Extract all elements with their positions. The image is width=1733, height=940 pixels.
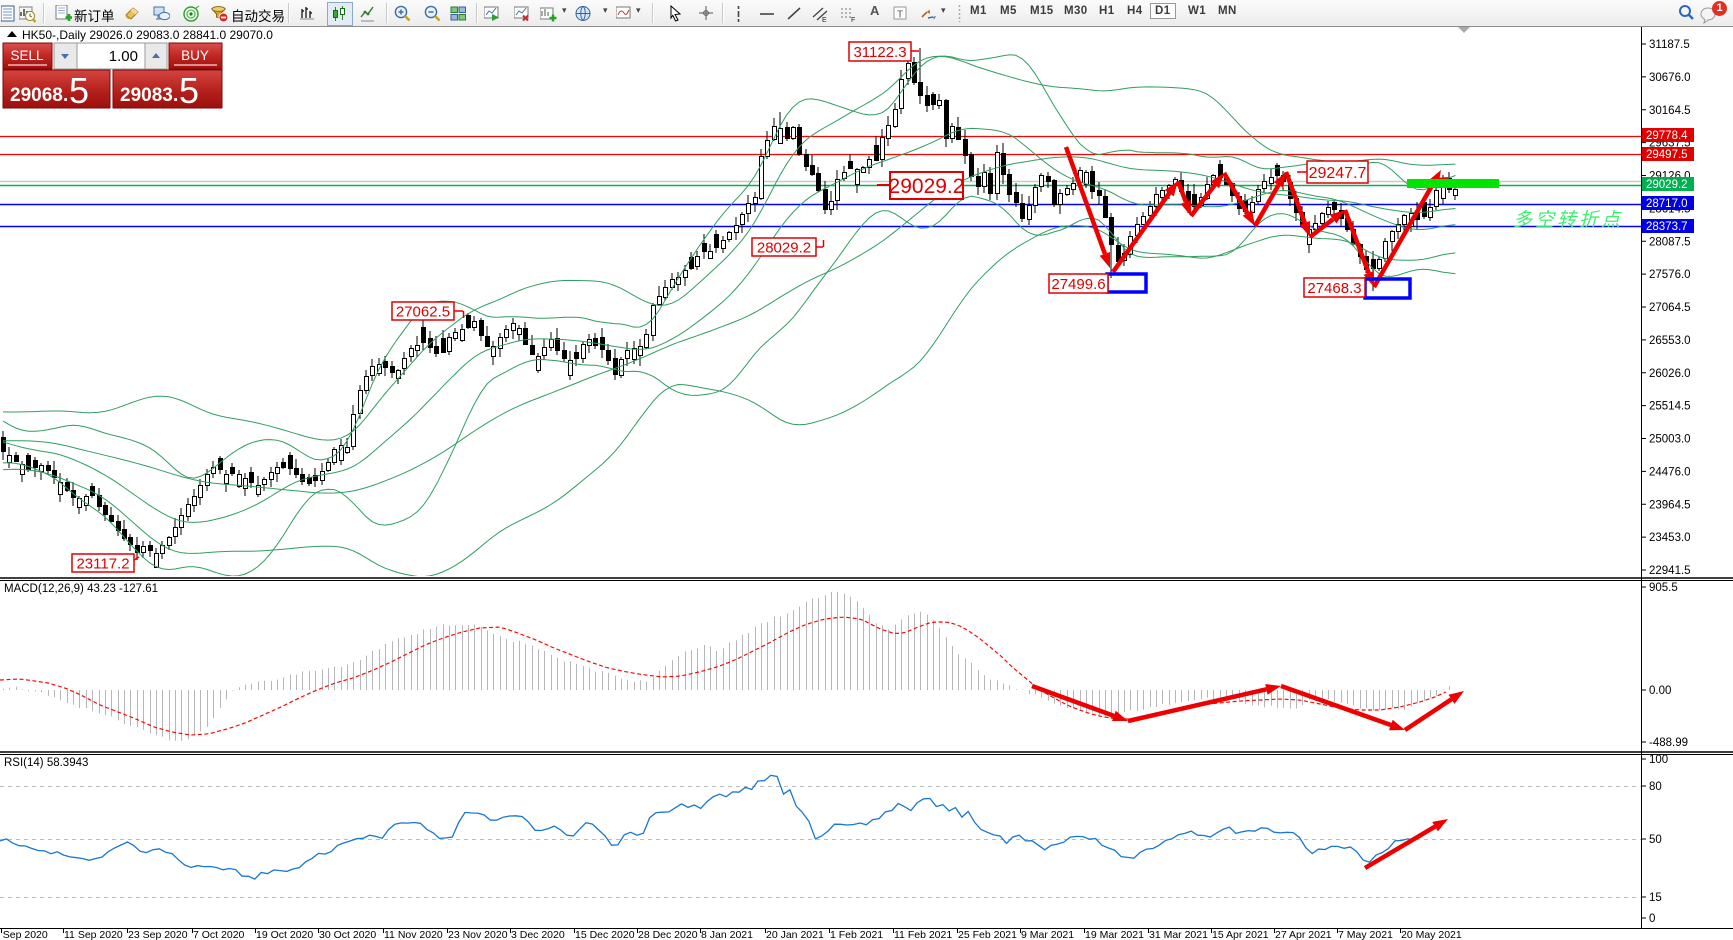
svg-text:25 Feb 2021: 25 Feb 2021 [958, 929, 1017, 940]
svg-text:28717.0: 28717.0 [1646, 198, 1688, 210]
svg-text:15: 15 [1649, 892, 1662, 904]
svg-text:23117.2: 23117.2 [76, 555, 129, 572]
svg-text:29068: 29068 [10, 85, 63, 106]
svg-text:23453.0: 23453.0 [1649, 532, 1691, 544]
svg-text:27576.0: 27576.0 [1649, 269, 1691, 281]
svg-text:RSI(14) 58.3943: RSI(14) 58.3943 [4, 757, 88, 769]
svg-text:27062.5: 27062.5 [396, 303, 450, 320]
svg-text:29083: 29083 [120, 85, 173, 106]
svg-text:30 Oct 2020: 30 Oct 2020 [319, 929, 376, 940]
svg-text:7 May 2021: 7 May 2021 [1338, 929, 1393, 940]
svg-text:F: F [851, 17, 855, 23]
svg-text:27 Apr 2021: 27 Apr 2021 [1275, 929, 1332, 940]
svg-text:23 Sep 2020: 23 Sep 2020 [128, 929, 188, 940]
svg-text:9 Mar 2021: 9 Mar 2021 [1021, 929, 1074, 940]
svg-text:29029.2: 29029.2 [1646, 179, 1688, 191]
svg-text:7 Oct 2020: 7 Oct 2020 [193, 929, 245, 940]
svg-text:28 Dec 2020: 28 Dec 2020 [638, 929, 698, 940]
svg-text:31 Mar 2021: 31 Mar 2021 [1149, 929, 1208, 940]
svg-text:11 Nov 2020: 11 Nov 2020 [384, 929, 443, 940]
svg-text:27499.6: 27499.6 [1051, 276, 1105, 293]
svg-text:T: T [897, 10, 903, 21]
svg-text:29247.7: 29247.7 [1309, 165, 1367, 182]
svg-text:25514.5: 25514.5 [1649, 401, 1691, 413]
svg-text:23964.5: 23964.5 [1649, 499, 1691, 511]
svg-text:1 Feb 2021: 1 Feb 2021 [830, 929, 883, 940]
svg-text:30164.5: 30164.5 [1649, 105, 1691, 117]
svg-text:1.00: 1.00 [109, 48, 138, 65]
svg-text:905.5: 905.5 [1649, 582, 1678, 594]
svg-text:.: . [173, 85, 178, 106]
svg-text:5: 5 [69, 70, 89, 111]
svg-text:MACD(12,26,9) 43.23 -127.61: MACD(12,26,9) 43.23 -127.61 [4, 583, 158, 595]
svg-text:E: E [822, 17, 827, 23]
svg-text:26026.0: 26026.0 [1649, 368, 1691, 380]
svg-text:19 Oct 2020: 19 Oct 2020 [256, 929, 313, 940]
svg-text:1 Sep 2020: 1 Sep 2020 [0, 929, 48, 940]
svg-text:.: . [63, 85, 68, 106]
svg-text:30676.0: 30676.0 [1649, 72, 1691, 84]
svg-text:24476.0: 24476.0 [1649, 466, 1691, 478]
svg-text:80: 80 [1649, 781, 1662, 793]
svg-text:0.00: 0.00 [1649, 685, 1671, 697]
svg-text:-488.99: -488.99 [1649, 737, 1688, 749]
svg-text:29029.2: 29029.2 [889, 175, 965, 198]
svg-text:29497.5: 29497.5 [1646, 149, 1688, 161]
svg-text:26553.0: 26553.0 [1649, 335, 1691, 347]
svg-text:100: 100 [1649, 754, 1668, 766]
svg-text:5: 5 [179, 70, 199, 111]
svg-text:29778.4: 29778.4 [1646, 130, 1688, 142]
svg-text:27468.3: 27468.3 [1307, 280, 1361, 297]
svg-text:27064.5: 27064.5 [1649, 302, 1691, 314]
svg-text:31187.5: 31187.5 [1649, 39, 1690, 51]
svg-text:8 Jan 2021: 8 Jan 2021 [701, 929, 753, 940]
svg-text:11 Sep 2020: 11 Sep 2020 [64, 929, 123, 940]
svg-text:28087.5: 28087.5 [1649, 236, 1691, 248]
svg-text:15 Dec 2020: 15 Dec 2020 [575, 929, 635, 940]
svg-text:22941.5: 22941.5 [1649, 565, 1691, 577]
svg-text:31122.3: 31122.3 [853, 44, 906, 61]
svg-text:BUY: BUY [181, 48, 209, 63]
svg-text:23 Nov 2020: 23 Nov 2020 [448, 929, 508, 940]
svg-text:19 Mar 2021: 19 Mar 2021 [1085, 929, 1144, 940]
svg-text:28029.2: 28029.2 [757, 239, 811, 256]
svg-text:28373.7: 28373.7 [1646, 221, 1688, 233]
svg-text:50: 50 [1649, 834, 1662, 846]
svg-text:20 Jan 2021: 20 Jan 2021 [766, 929, 824, 940]
svg-text:11 Feb 2021: 11 Feb 2021 [894, 929, 952, 940]
svg-text:3 Dec 2020: 3 Dec 2020 [511, 929, 565, 940]
svg-text:25003.0: 25003.0 [1649, 434, 1691, 446]
svg-text:0: 0 [1649, 913, 1655, 925]
svg-text:多空转折点: 多空转折点 [1513, 209, 1623, 231]
svg-text:20 May 2021: 20 May 2021 [1401, 929, 1462, 940]
svg-text:SELL: SELL [10, 48, 44, 63]
svg-text:15 Apr 2021: 15 Apr 2021 [1212, 929, 1269, 940]
svg-text:HK50-,Daily 29026.0 29083.0 2: HK50-,Daily 29026.0 29083.0 28841.0 2907… [22, 28, 273, 42]
